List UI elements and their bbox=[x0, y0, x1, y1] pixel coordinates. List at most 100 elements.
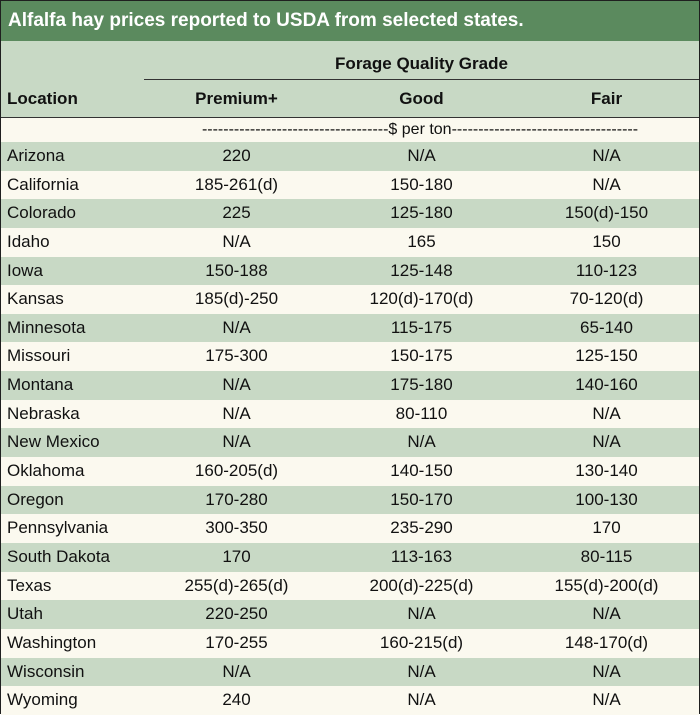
good-cell: 120(d)-170(d) bbox=[369, 289, 474, 309]
location-cell: Oklahoma bbox=[7, 461, 85, 481]
table-row: South Dakota 170 113-163 80-115 bbox=[1, 542, 699, 572]
fair-cell: 125-150 bbox=[575, 346, 638, 366]
fair-cell: 140-160 bbox=[575, 375, 638, 395]
good-cell: 140-150 bbox=[390, 461, 453, 481]
table-row: Missouri 175-300 150-175 125-150 bbox=[1, 342, 699, 372]
location-cell: Texas bbox=[7, 575, 52, 595]
premium-cell: N/A bbox=[222, 231, 251, 251]
table-row: California 185-261(d) 150-180 N/A bbox=[1, 170, 699, 200]
table-row: Pennsylvania 300-350 235-290 170 bbox=[1, 514, 699, 543]
premium-cell: 240 bbox=[222, 690, 251, 710]
fair-cell: 130-140 bbox=[575, 461, 638, 481]
good-cell: N/A bbox=[407, 690, 436, 710]
location-cell: Washington bbox=[7, 632, 97, 652]
good-cell: 235-290 bbox=[390, 518, 453, 538]
table-row: Wisconsin N/A N/A N/A bbox=[1, 657, 699, 687]
fair-cell: N/A bbox=[592, 432, 621, 452]
table-row: Arizona 220 N/A N/A bbox=[1, 142, 699, 171]
good-cell: 80-110 bbox=[395, 403, 448, 423]
location-header: Location bbox=[7, 89, 78, 108]
table-row: New Mexico N/A N/A N/A bbox=[1, 428, 699, 458]
location-cell: Kansas bbox=[7, 289, 64, 309]
table-row: Oklahoma 160-205(d) 140-150 130-140 bbox=[1, 457, 699, 486]
premium-cell: N/A bbox=[222, 403, 251, 423]
table-row: Oregon 170-280 150-170 100-130 bbox=[1, 485, 699, 515]
premium-cell: N/A bbox=[222, 375, 251, 395]
premium-cell: 255(d)-265(d) bbox=[184, 575, 289, 595]
good-cell: 125-180 bbox=[390, 203, 453, 223]
fair-cell: 70-120(d) bbox=[569, 289, 644, 309]
fair-cell: 100-130 bbox=[575, 489, 638, 509]
good-cell: 160-215(d) bbox=[379, 632, 464, 652]
table-row: Wyoming 240 N/A N/A bbox=[1, 686, 699, 715]
table-row: Washington 170-255 160-215(d) 148-170(d) bbox=[1, 628, 699, 658]
good-cell: 113-163 bbox=[390, 546, 453, 566]
fair-cell: N/A bbox=[592, 690, 621, 710]
table-row: Minnesota N/A 115-175 65-140 bbox=[1, 313, 699, 343]
good-cell: 125-148 bbox=[390, 260, 453, 280]
premium-cell: 170-255 bbox=[205, 632, 268, 652]
premium-cell: N/A bbox=[222, 661, 251, 681]
location-cell: Missouri bbox=[7, 346, 71, 366]
premium-cell: 185-261(d) bbox=[194, 174, 279, 194]
location-cell: Arizona bbox=[7, 146, 65, 165]
table-title: Alfalfa hay prices reported to USDA from… bbox=[1, 1, 699, 41]
premium-cell: 185(d)-250 bbox=[194, 289, 279, 309]
good-header: Good bbox=[399, 89, 444, 108]
location-cell: California bbox=[7, 174, 79, 194]
fair-cell: 80-115 bbox=[580, 546, 633, 566]
table-row: Texas 255(d)-265(d) 200(d)-225(d) 155(d)-20… bbox=[1, 571, 699, 601]
header-divider bbox=[144, 79, 699, 80]
fair-cell: N/A bbox=[592, 174, 621, 194]
premium-cell: 170-280 bbox=[205, 489, 268, 509]
table-header: Forage Quality Grade Location Premium+ G… bbox=[1, 41, 699, 117]
premium-cell: 220 bbox=[222, 146, 251, 165]
location-cell: Montana bbox=[7, 375, 74, 395]
good-cell: 200(d)-225(d) bbox=[369, 575, 474, 595]
good-cell: N/A bbox=[407, 604, 436, 624]
location-cell: Iowa bbox=[7, 260, 43, 280]
premium-cell: 225 bbox=[222, 203, 251, 223]
fair-cell: N/A bbox=[592, 146, 621, 165]
location-cell: Pennsylvania bbox=[7, 518, 109, 538]
location-cell: Utah bbox=[7, 604, 43, 624]
table-row: Idaho N/A 165 150 bbox=[1, 227, 699, 257]
fair-cell: N/A bbox=[592, 661, 621, 681]
header-bottom-rule bbox=[1, 117, 699, 118]
location-cell: Nebraska bbox=[7, 403, 80, 423]
fair-cell: 110-123 bbox=[575, 260, 638, 280]
good-cell: 175-180 bbox=[390, 375, 453, 395]
location-cell: Minnesota bbox=[7, 317, 86, 337]
premium-cell: 170 bbox=[222, 546, 251, 566]
fair-cell: N/A bbox=[592, 403, 621, 423]
good-cell: 115-175 bbox=[390, 317, 453, 337]
location-cell: New Mexico bbox=[7, 432, 100, 452]
table-row: Kansas 185(d)-250 120(d)-170(d) 70-120(d) bbox=[1, 285, 699, 314]
fair-cell: 155(d)-200(d) bbox=[554, 575, 659, 595]
fair-cell: N/A bbox=[592, 604, 621, 624]
table-row: Montana N/A 175-180 140-160 bbox=[1, 371, 699, 400]
forage-quality-grade-header: Forage Quality Grade bbox=[335, 54, 508, 73]
location-cell: Oregon bbox=[7, 489, 64, 509]
good-cell: 150-175 bbox=[390, 346, 453, 366]
good-cell: 150-180 bbox=[390, 174, 453, 194]
premium-cell: 150-188 bbox=[205, 260, 268, 280]
table-row: Colorado 225 125-180 150(d)-150 bbox=[1, 199, 699, 228]
table-row: Utah 220-250 N/A N/A bbox=[1, 600, 699, 629]
location-cell: Wyoming bbox=[7, 690, 78, 710]
premium-cell: 220-250 bbox=[205, 604, 268, 624]
table-row: Iowa 150-188 125-148 110-123 bbox=[1, 256, 699, 286]
good-cell: N/A bbox=[407, 661, 436, 681]
premium-header: Premium+ bbox=[195, 89, 278, 108]
premium-cell: 300-350 bbox=[205, 518, 268, 538]
good-cell: 150-170 bbox=[390, 489, 453, 509]
table-body: Arizona 220 N/A N/A California 185-261(d) 150-… bbox=[1, 142, 699, 715]
premium-cell: N/A bbox=[222, 317, 251, 337]
unit-row: -----------------------------------$ per… bbox=[1, 118, 699, 142]
good-cell: 165 bbox=[407, 231, 436, 251]
table-row: Nebraska N/A 80-110 N/A bbox=[1, 399, 699, 429]
fair-cell: 170 bbox=[592, 518, 621, 538]
premium-cell: N/A bbox=[222, 432, 251, 452]
good-cell: N/A bbox=[407, 432, 436, 452]
